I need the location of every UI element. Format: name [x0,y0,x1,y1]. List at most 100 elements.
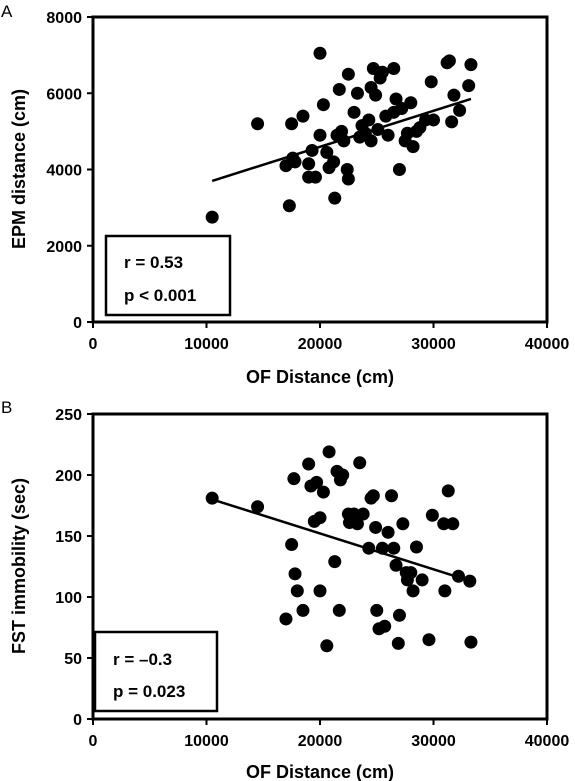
panel-b-marks [205,445,478,653]
panel-b-data-point [332,603,346,617]
panel-b-data-point [362,541,376,555]
panel-a-data-point [308,170,322,184]
panel-b-r-value: r = –0.3 [113,650,172,669]
panel-a-r-value: r = 0.53 [124,253,183,272]
panel-b-data-point [316,485,330,499]
panel-b-data-point [381,525,395,539]
panel-b-y-tick-label: 200 [55,468,82,485]
panel-b-data-point [375,541,389,555]
panel-a-data-point [347,105,361,119]
panel-a-data-point [453,103,467,117]
panel-a-data-point [387,61,401,75]
panel-b-data-point [370,603,384,617]
panel-b-y-tick-label: 100 [55,590,82,607]
panel-a-marks [205,46,478,224]
panel-a-y-tick-label: 2000 [46,239,82,256]
panel-b-x-tick-label: 20000 [298,733,343,750]
panel-b-y-tick-label: 150 [55,529,82,546]
panel-b-y-axis-label: FST immobility (sec) [9,478,29,654]
panel-a-data-point [362,113,376,127]
panel-a-data-point [462,79,476,93]
panel-a-data-point [282,199,296,213]
panel-b-label: B [1,398,12,417]
panel-b-x-axis-label: OF Distance (cm) [246,762,394,781]
panel-b-stats-box: r = –0.3 p = 0.023 [93,630,219,713]
panel-a-data-point [464,58,478,72]
panel-a-data-point [389,92,403,106]
panel-b-data-point [463,574,477,588]
panel-a: A 0 10000 20000 30000 40000 0 2000 4000 6000 8000… [1,2,569,387]
panel-a-x-tick-label: 20000 [298,336,343,353]
panel-b-data-point [406,584,420,598]
panel-b-data-point [356,507,370,521]
panel-a-data-point [442,54,456,68]
panel-a-data-point [371,122,385,136]
panel-a-data-point [406,140,420,154]
panel-a-data-point [350,86,364,100]
panel-b-data-point [391,636,405,650]
panel-a-data-point [447,88,461,102]
panel-a-y-tick-label: 6000 [46,86,82,103]
panel-a-data-point [313,128,327,142]
panel-a-x-tick-label: 0 [89,336,98,353]
panel-b-data-point [387,541,401,555]
panel-b-data-point [290,584,304,598]
panel-b-y-tick-label: 250 [55,407,82,424]
panel-b-data-point [285,538,299,552]
panel-b-y-tick-label: 50 [64,651,82,668]
panel-a-label: A [1,2,13,21]
panel-a-data-point [337,134,351,148]
panel-b-data-point [279,612,293,626]
panel-b-data-point [366,489,380,503]
panel-a-data-point [320,145,334,159]
panel-b-data-point [396,517,410,531]
panel-a-axes-frame [91,15,549,324]
panel-a-data-point [341,172,355,186]
panel-b-x-tick-label: 40000 [525,733,570,750]
panel-b-data-point [320,639,334,653]
panel-a-data-point [327,155,341,169]
panel-b-data-point [385,489,399,503]
panel-b: B 0 10000 20000 30000 40000 0 50 100 150 200 250 O… [1,398,569,781]
panel-b-data-point [310,475,324,489]
panel-a-ticks: 0 10000 20000 30000 40000 0 2000 4000 6000 8000 [46,10,569,353]
panel-b-data-point [322,445,336,459]
panel-b-data-point [409,540,423,554]
panel-a-data-point [285,117,299,131]
panel-a-data-point [313,46,327,60]
panel-a-data-point [332,82,346,96]
panel-b-data-point [350,517,364,531]
panel-a-data-point [369,88,383,102]
panel-b-data-point [347,507,361,521]
panel-a-data-point [296,109,310,123]
panel-a-data-point [288,155,302,169]
panel-b-x-tick-label: 10000 [184,733,229,750]
panel-a-x-axis-label: OF Distance (cm) [246,367,394,387]
panel-b-data-point [389,558,403,572]
panel-a-x-tick-label: 30000 [411,336,456,353]
panel-a-data-point [427,113,440,127]
panel-b-data-point [336,468,350,482]
panel-b-data-point [296,603,310,617]
panel-a-data-point [364,134,378,148]
panel-b-data-point [415,573,429,587]
panel-a-y-tick-label: 8000 [46,10,82,27]
panel-b-data-point [328,555,342,569]
panel-a-data-point [381,128,395,142]
panel-b-data-point [353,456,367,470]
panel-b-data-point [438,584,452,598]
panel-b-data-point [251,500,265,514]
panel-a-data-point [445,115,459,129]
panel-a-y-axis-label: EPM distance (cm) [9,89,29,249]
panel-b-x-tick-label: 0 [89,733,98,750]
panel-b-data-point [451,569,465,583]
panel-b-data-point [425,508,439,522]
panel-a-data-point [251,117,265,131]
panel-b-y-tick-label: 0 [73,712,82,729]
panel-a-x-tick-label: 40000 [525,336,570,353]
panel-b-data-point [378,619,392,633]
panel-b-data-point [287,472,301,486]
panel-b-x-tick-label: 30000 [411,733,456,750]
panel-a-stats-box: r = 0.53 p < 0.001 [104,234,232,317]
